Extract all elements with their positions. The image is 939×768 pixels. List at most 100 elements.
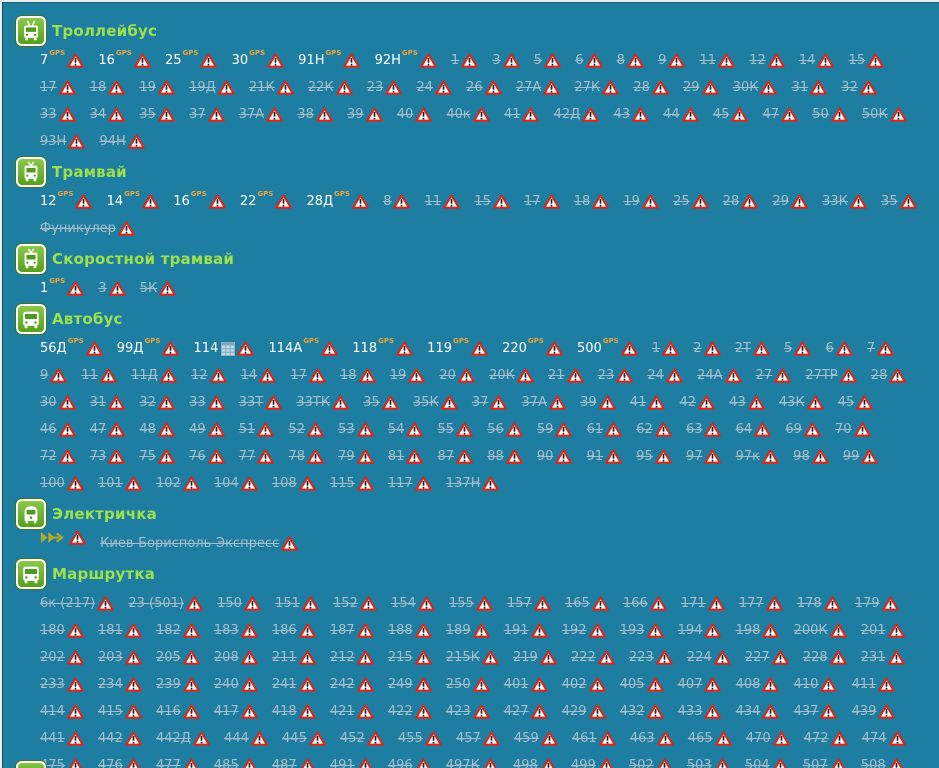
route-item[interactable]: 198: [736, 617, 780, 644]
warning-icon[interactable]: [240, 677, 258, 692]
route-item[interactable]: 12: [749, 47, 785, 74]
warning-icon[interactable]: [591, 596, 609, 611]
route-item[interactable]: 233: [40, 671, 84, 698]
warning-icon[interactable]: [829, 650, 847, 665]
warning-icon[interactable]: [108, 422, 126, 437]
warning-icon[interactable]: [662, 341, 680, 356]
route-item[interactable]: 33К: [822, 188, 867, 215]
route-item[interactable]: 63: [686, 416, 722, 443]
route-item[interactable]: 94Н: [99, 128, 145, 155]
route-item[interactable]: 423: [446, 698, 490, 725]
route-item[interactable]: 208: [214, 644, 258, 671]
warning-icon[interactable]: [207, 422, 225, 437]
warning-icon[interactable]: [209, 368, 227, 383]
warning-icon[interactable]: [651, 80, 669, 95]
warning-icon[interactable]: [97, 596, 115, 611]
route-item[interactable]: 14 GPS: [107, 188, 159, 215]
warning-icon[interactable]: [830, 107, 848, 122]
warning-icon[interactable]: [752, 341, 770, 356]
warning-icon[interactable]: [654, 449, 672, 464]
route-item[interactable]: 215К: [446, 644, 499, 671]
warning-icon[interactable]: [193, 731, 210, 746]
warning-icon[interactable]: [724, 368, 742, 383]
warning-icon[interactable]: [182, 704, 200, 719]
route-item[interactable]: 411: [852, 671, 896, 698]
route-item[interactable]: 78: [288, 443, 324, 470]
warning-icon[interactable]: [849, 194, 867, 209]
route-item[interactable]: 32: [841, 74, 877, 101]
route-item[interactable]: 2Т: [735, 335, 770, 362]
route-item[interactable]: 234: [98, 671, 142, 698]
warning-icon[interactable]: [602, 80, 620, 95]
warning-icon[interactable]: [877, 341, 895, 356]
route-item[interactable]: 9: [658, 47, 686, 74]
route-item[interactable]: 485: [214, 752, 258, 768]
route-item[interactable]: 28: [871, 362, 907, 389]
route-item[interactable]: 241: [272, 671, 316, 698]
route-item[interactable]: 20К: [489, 362, 534, 389]
warning-icon[interactable]: [505, 449, 523, 464]
warning-icon[interactable]: [108, 107, 126, 122]
warning-icon[interactable]: [66, 731, 84, 746]
warning-icon[interactable]: [475, 596, 493, 611]
route-item[interactable]: 49: [189, 416, 225, 443]
warning-icon[interactable]: [435, 80, 452, 95]
warning-icon[interactable]: [307, 422, 324, 437]
route-item[interactable]: 114А GPS: [269, 335, 339, 362]
warning-icon[interactable]: [544, 53, 561, 68]
route-item[interactable]: 177: [739, 590, 783, 617]
warning-icon[interactable]: [100, 368, 117, 383]
warning-icon[interactable]: [555, 422, 573, 437]
route-item[interactable]: 239: [156, 671, 200, 698]
warning-icon[interactable]: [585, 53, 603, 68]
route-item[interactable]: 14: [799, 47, 835, 74]
route-item[interactable]: 17: [524, 188, 560, 215]
route-item[interactable]: 19: [390, 362, 426, 389]
route-item[interactable]: 155: [449, 590, 493, 617]
route-item[interactable]: 33: [189, 389, 225, 416]
warning-icon[interactable]: [182, 677, 200, 692]
route-item[interactable]: 24А: [697, 362, 742, 389]
warning-icon[interactable]: [620, 341, 638, 356]
warning-icon[interactable]: [381, 395, 399, 410]
warning-icon[interactable]: [887, 623, 905, 638]
route-item[interactable]: 496: [388, 752, 432, 768]
route-item[interactable]: 222: [571, 644, 615, 671]
warning-icon[interactable]: [356, 623, 374, 638]
warning-icon[interactable]: [124, 731, 142, 746]
warning-icon[interactable]: [456, 422, 473, 437]
route-item[interactable]: 22 GPS: [240, 188, 293, 215]
warning-icon[interactable]: [472, 704, 490, 719]
route-item[interactable]: 23: [598, 362, 634, 389]
route-item[interactable]: 7 GPS: [40, 47, 85, 74]
warning-icon[interactable]: [244, 596, 261, 611]
warning-icon[interactable]: [646, 623, 664, 638]
route-item[interactable]: 182: [156, 617, 200, 644]
warning-icon[interactable]: [118, 221, 135, 236]
warning-icon[interactable]: [217, 80, 235, 95]
route-item[interactable]: 42Д: [554, 101, 600, 128]
warning-icon[interactable]: [207, 107, 225, 122]
route-item[interactable]: 104: [214, 470, 258, 497]
route-item[interactable]: 53: [338, 416, 374, 443]
warning-icon[interactable]: [124, 623, 142, 638]
warning-icon[interactable]: [241, 758, 258, 768]
warning-icon[interactable]: [68, 134, 86, 149]
warning-icon[interactable]: [66, 476, 84, 491]
route-item[interactable]: 70: [835, 416, 871, 443]
warning-icon[interactable]: [646, 704, 664, 719]
route-item[interactable]: 186: [272, 617, 316, 644]
route-item[interactable]: 24: [647, 362, 683, 389]
warning-icon[interactable]: [545, 341, 563, 356]
warning-icon[interactable]: [817, 53, 835, 68]
warning-icon[interactable]: [266, 107, 284, 122]
route-item[interactable]: 27ТР: [805, 362, 857, 389]
warning-icon[interactable]: [810, 80, 828, 95]
route-item[interactable]: 249: [388, 671, 432, 698]
warning-icon[interactable]: [158, 107, 175, 122]
warning-icon[interactable]: [530, 623, 548, 638]
route-item[interactable]: 23 (501): [128, 590, 203, 617]
route-item[interactable]: 26: [466, 74, 502, 101]
route-item[interactable]: 189: [446, 617, 490, 644]
route-item[interactable]: 417: [214, 698, 258, 725]
